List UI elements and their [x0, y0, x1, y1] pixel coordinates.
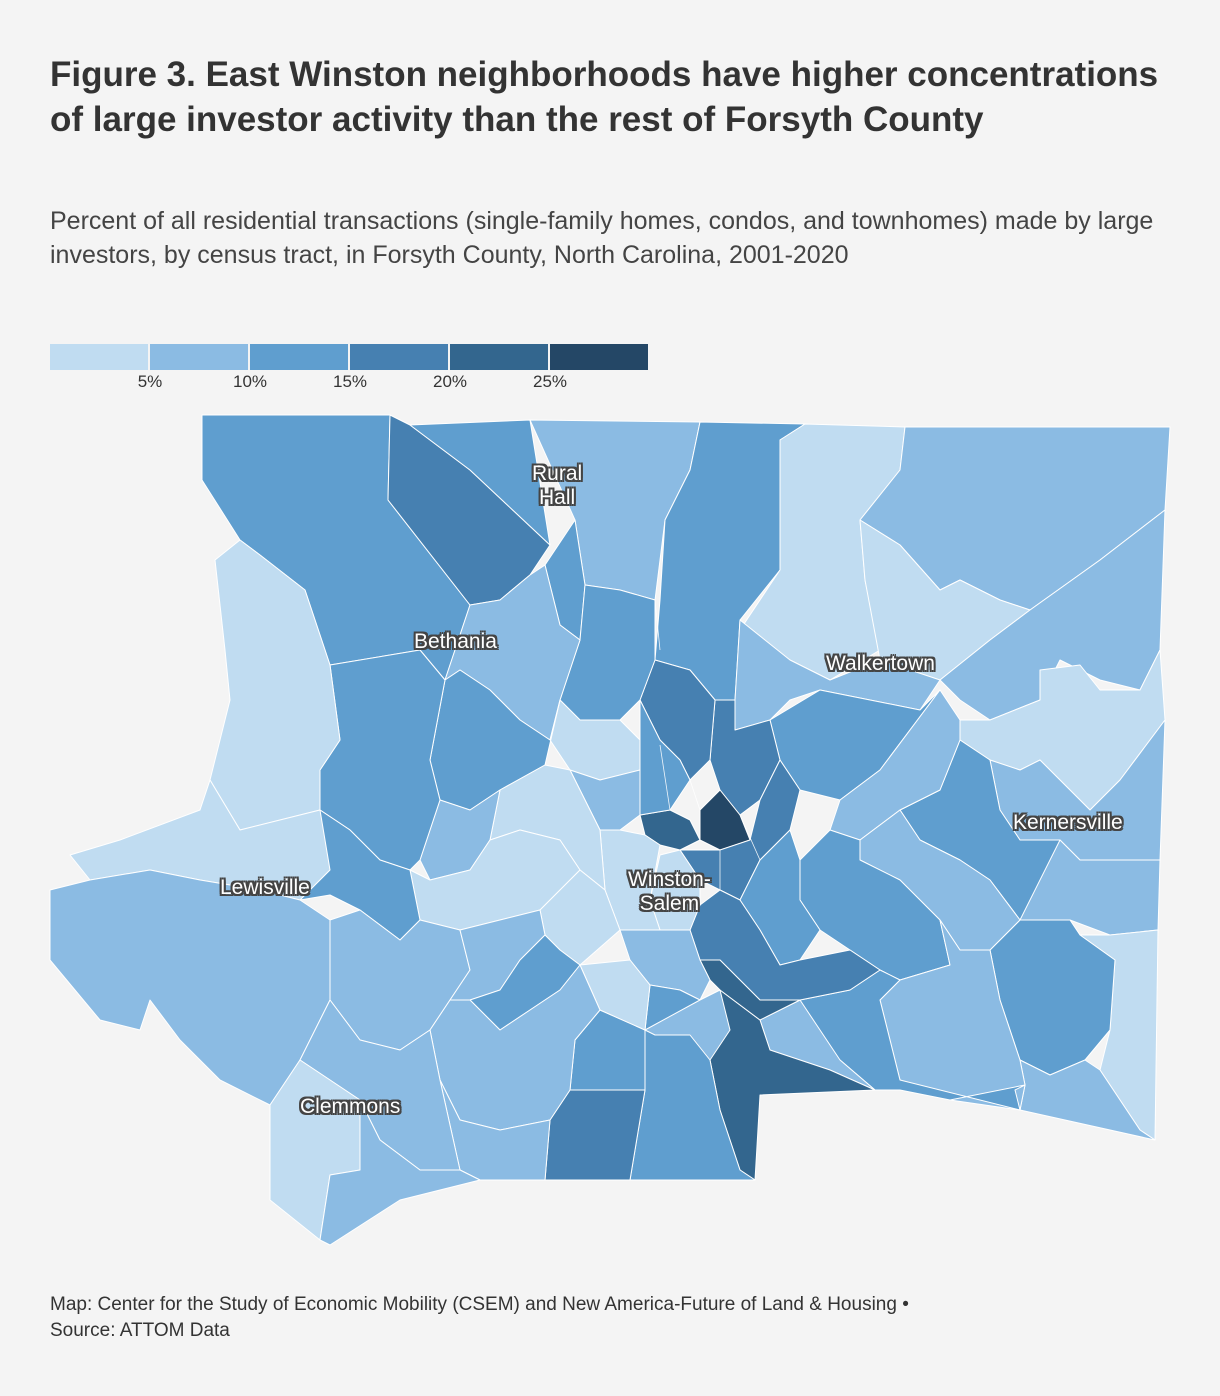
- legend-tick-label: 10%: [232, 372, 268, 391]
- label-winston-salem: Winston- Salem: [628, 868, 711, 916]
- color-legend: 5% 10% 15% 20% 25%: [50, 344, 650, 394]
- legend-swatch: [50, 344, 148, 370]
- legend-tick-label: 20%: [432, 372, 468, 391]
- tract: [319, 1099, 481, 1246]
- legend-swatch: [150, 344, 248, 370]
- tract: [409, 419, 551, 546]
- label-rural: Rural: [532, 462, 583, 485]
- label-hall: Hall: [539, 486, 576, 509]
- legend-swatch: [450, 344, 548, 370]
- map-svg: [49, 414, 1171, 1246]
- legend-tick-label: 5%: [137, 372, 163, 391]
- legend-tick-label: 15%: [332, 372, 368, 391]
- label-winston: Winston-: [628, 868, 711, 891]
- label-kernersville: Kernersville: [1013, 811, 1123, 834]
- tract-boundaries: [654, 599, 761, 890]
- label-lewisville: Lewisville: [220, 876, 310, 899]
- tract: [49, 869, 331, 1106]
- caption-source: Source: ATTOM Data: [50, 1320, 230, 1341]
- figure-caption: Map: Center for the Study of Economic Mo…: [50, 1292, 1180, 1344]
- tract: [209, 539, 341, 831]
- legend-swatch: [350, 344, 448, 370]
- label-walkertown: Walkertown: [826, 652, 935, 675]
- figure-title: Figure 3. East Winston neighborhoods hav…: [50, 55, 1159, 139]
- legend-ticks: 5% 10% 15% 20% 25%: [50, 372, 650, 396]
- tract: [679, 759, 801, 901]
- caption-credit: Map: Center for the Study of Economic Mo…: [50, 1294, 909, 1315]
- legend-swatch: [550, 344, 648, 370]
- label-bethania: Bethania: [414, 630, 497, 653]
- figure-subtitle: Percent of all residential transactions …: [50, 207, 1154, 269]
- label-clemmons: Clemmons: [300, 1095, 401, 1118]
- tract: [644, 989, 731, 1061]
- legend-tick-label: 25%: [532, 372, 568, 391]
- legend-bar: [50, 344, 650, 370]
- choropleth-map: Rural Hall Bethania Walkertown Kernersvi…: [0, 400, 1220, 1260]
- tract: [699, 959, 801, 1021]
- label-salem: Salem: [639, 892, 700, 915]
- label-rural-hall: Rural Hall: [532, 462, 582, 510]
- legend-swatch: [250, 344, 348, 370]
